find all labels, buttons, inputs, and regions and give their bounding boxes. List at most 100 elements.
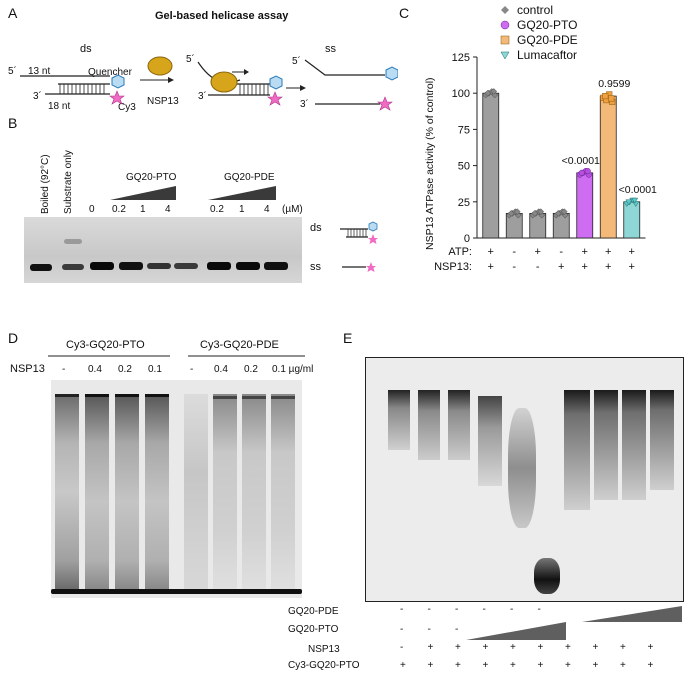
nsp13-sign-2: - (536, 261, 540, 273)
conc-d-7: 0.1 µg/ml (272, 364, 314, 375)
conc-d-5: 0.4 (214, 364, 228, 375)
quencher-label: Quencher (88, 67, 132, 78)
sign-e-1-1: - (427, 624, 431, 635)
conc-d-6: 0.2 (244, 364, 258, 375)
lane-label-pto-1: 1 (140, 204, 146, 215)
p-value-0: <0.0001 (562, 155, 600, 167)
ds-band-label: ds (310, 222, 322, 234)
sign-e-2-5: + (537, 642, 544, 653)
gel-image-e (365, 357, 684, 602)
point-5-4 (602, 93, 609, 100)
lane-label-pde-1: 1 (239, 204, 245, 215)
sign-e-2-0: - (400, 642, 404, 653)
sign-e-3-4: + (510, 660, 516, 671)
legend-marker-0 (501, 6, 509, 14)
band-legend-icons (340, 221, 378, 272)
sign-e-0-1: - (427, 604, 431, 615)
group-label-pto: Cy3-GQ20-PTO (66, 339, 145, 351)
point-1-5 (513, 208, 521, 215)
legend-marker-2 (500, 35, 510, 45)
sign-e-2-6: + (565, 642, 571, 653)
legend-label-3: Lumacaftor (517, 48, 577, 62)
panel-label-b: B (8, 115, 18, 131)
nsp13-row-label: NSP13: (434, 261, 472, 273)
cy3-star (109, 90, 125, 105)
y-tick-label-125: 125 (452, 52, 470, 64)
nsp13-sign-6: + (629, 261, 635, 273)
sign-e-3-7: + (592, 660, 599, 671)
nsp13-enzyme-bound (210, 71, 238, 93)
five-prime-3: 5´ (292, 56, 301, 67)
three-prime-2: 3´ (198, 91, 207, 102)
group-label-pde: Cy3-GQ20-PDE (200, 339, 279, 351)
sign-e-0-4: - (510, 604, 514, 615)
conc-d-3: 0.1 (148, 364, 162, 375)
panel-label-e: E (343, 330, 353, 346)
nsp13-sign-5: + (605, 261, 611, 273)
panel-label-d: D (8, 330, 19, 346)
ss-label: ss (325, 43, 336, 55)
unit-label: (µM) (282, 204, 303, 215)
point-6-4 (625, 199, 633, 206)
lane-label-pto-0.2: 0.2 (112, 204, 126, 215)
gq20-pde-label: GQ20-PDE (224, 172, 275, 183)
quencher-hexagon (111, 74, 125, 89)
sign-e-0-5: - (537, 604, 541, 615)
lane-label-pde-0.2: 0.2 (210, 204, 224, 215)
sign-e-3-5: + (537, 660, 544, 671)
point-2-5 (537, 208, 545, 215)
point-1-4 (507, 210, 515, 217)
point-0-4 (484, 89, 492, 97)
sign-e-3-0: + (400, 660, 406, 671)
gel-image-b (24, 217, 302, 283)
point-3-5 (560, 208, 568, 215)
point-5-5 (608, 95, 615, 102)
ds-label: ds (80, 43, 92, 55)
sign-e-0-2: - (455, 604, 459, 615)
nsp13-sign-0: + (488, 261, 494, 273)
sign-e-2-4: + (510, 642, 516, 653)
p-value-1: 0.9599 (598, 78, 630, 90)
sign-e-2-3: + (482, 642, 489, 653)
atp-row-label: ATP: (448, 246, 472, 258)
y-tick-label-50: 50 (458, 161, 470, 173)
five-prime-1: 5´ (8, 66, 17, 77)
gq20-pto-label: GQ20-PTO (126, 172, 177, 183)
legend-label-1: GQ20-PTO (517, 18, 577, 32)
sign-e-3-9: + (647, 660, 654, 671)
sign-e-2-8: + (620, 642, 626, 653)
point-4-4 (578, 169, 585, 176)
sign-e-0-0: - (400, 604, 404, 615)
conc-d-4: - (190, 364, 194, 375)
five-prime-2: 5´ (186, 54, 195, 65)
sign-e-2-7: + (592, 642, 599, 653)
assay-title: Gel-based helicase assay (155, 10, 289, 22)
conc-d-2: 0.2 (118, 364, 132, 375)
conc-d-0: - (62, 364, 66, 375)
atp-sign-1: - (512, 246, 516, 258)
point-4-5 (584, 168, 591, 175)
sign-e-3-3: + (482, 660, 489, 671)
panel-label-a: A (8, 5, 18, 21)
point-3-4 (554, 210, 562, 217)
panel-label-c: C (399, 5, 410, 21)
cy3-label: Cy3 (118, 102, 136, 113)
nsp13-enzyme (147, 56, 173, 76)
conc-d-1: 0.4 (88, 364, 102, 375)
y-tick-label-75: 75 (458, 124, 470, 136)
nsp13-sign-4: + (582, 261, 588, 273)
sign-e-1-2: - (455, 624, 459, 635)
y-tick-label-25: 25 (458, 197, 470, 209)
point-6-5 (631, 197, 639, 204)
lane-label-0: 0 (89, 204, 95, 215)
atp-sign-5: + (605, 246, 611, 258)
p-value-2: <0.0001 (619, 184, 657, 196)
nt18-label: 18 nt (48, 101, 71, 112)
gel-image-d (51, 380, 302, 598)
atp-sign-0: + (488, 246, 494, 258)
ss-band-label: ss (310, 261, 321, 273)
nt13-label: 13 nt (28, 66, 51, 77)
row-label-nsp13: NSP13 (308, 644, 340, 655)
